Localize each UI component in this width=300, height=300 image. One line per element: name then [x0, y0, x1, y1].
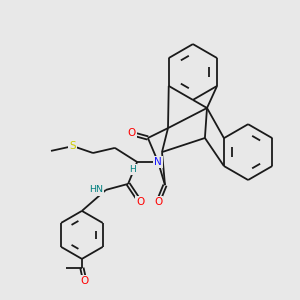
- Text: S: S: [70, 141, 76, 151]
- Text: O: O: [127, 128, 136, 139]
- Text: O: O: [136, 197, 144, 207]
- Text: HN: HN: [89, 185, 103, 194]
- Text: N: N: [154, 157, 162, 167]
- Text: O: O: [81, 276, 89, 286]
- Text: O: O: [154, 197, 162, 207]
- Text: H: H: [129, 165, 136, 174]
